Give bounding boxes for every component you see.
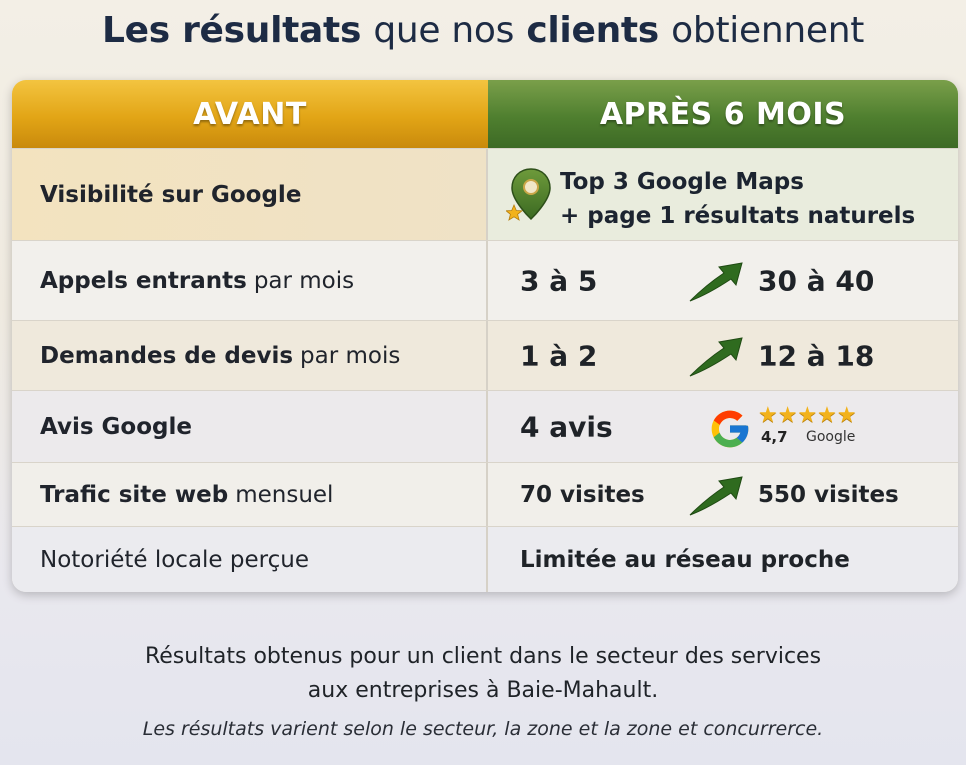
comparison-table: AVANT APRÈS 6 MOIS Visibilité sur Google… bbox=[12, 80, 958, 592]
row-label: Demandes de devis par mois bbox=[12, 321, 488, 390]
header-before: AVANT bbox=[12, 80, 488, 148]
row-after-cell: 4 avis ★★★★★ 4,7 Google bbox=[488, 391, 958, 462]
row-label-bold: Avis Google bbox=[40, 413, 192, 440]
row-label: Avis Google bbox=[12, 391, 488, 462]
row-after-cell: 1 à 2 12 à 18 bbox=[488, 321, 958, 390]
row-label-bold: Visibilité sur Google bbox=[40, 181, 302, 208]
table-row: Visibilité sur Google Top 3 Google Maps … bbox=[12, 148, 958, 240]
row-label-rest: mensuel bbox=[235, 481, 334, 508]
table-row: Avis Google 4 avis ★★★★★ 4,7 Google bbox=[12, 390, 958, 462]
footer-line-1: Résultats obtenus pour un client dans le… bbox=[144, 644, 822, 669]
table-row: Notoriété locale perçue Limitée au résea… bbox=[12, 526, 958, 592]
value-before: 3 à 5 bbox=[520, 264, 598, 297]
row-label-bold: Appels entrants bbox=[40, 267, 247, 294]
row-label: Trafic site web mensuel bbox=[12, 463, 488, 526]
table-row: Appels entrants par mois 3 à 5 30 à 40 bbox=[12, 240, 958, 320]
visibility-result: Top 3 Google Maps + page 1 résultats nat… bbox=[560, 165, 915, 233]
google-label: Google bbox=[806, 429, 856, 445]
row-label-rest: Notoriété locale perçue bbox=[40, 546, 309, 573]
title-part-2: que nos bbox=[373, 10, 515, 51]
row-after-cell: 70 visites 550 visites bbox=[488, 463, 958, 526]
row-label-rest: par mois bbox=[300, 342, 401, 369]
star-icon bbox=[506, 203, 524, 221]
title-part-4: obtiennent bbox=[671, 10, 865, 51]
up-arrow-icon bbox=[689, 261, 743, 301]
header-after: APRÈS 6 MOIS bbox=[488, 80, 958, 148]
footer-line-2: aux entreprises à Baie-Mahault. bbox=[307, 678, 659, 703]
google-rating: ★★★★★ 4,7 Google bbox=[708, 403, 908, 451]
up-arrow-icon bbox=[689, 475, 743, 515]
value-after: 12 à 18 bbox=[758, 339, 875, 372]
notoriety-value: Limitée au réseau proche bbox=[520, 546, 850, 573]
value-after: 550 visites bbox=[758, 481, 899, 508]
rating-stars: ★★★★★ bbox=[758, 403, 857, 428]
table-row: Trafic site web mensuel 70 visites 550 v… bbox=[12, 462, 958, 526]
visibility-line-2: + page 1 résultats naturels bbox=[560, 203, 916, 229]
row-after-cell: 3 à 5 30 à 40 bbox=[488, 241, 958, 320]
value-before: 4 avis bbox=[520, 410, 613, 443]
row-label-bold: Demandes de devis bbox=[40, 342, 294, 369]
visibility-line-1: Top 3 Google Maps bbox=[560, 169, 804, 195]
map-pin-icon bbox=[506, 168, 551, 221]
footer-text: Résultats obtenus pour un client dans le… bbox=[0, 640, 966, 708]
footer-note: Les résultats varient selon le secteur, … bbox=[142, 718, 824, 740]
value-after: 30 à 40 bbox=[758, 264, 875, 297]
row-after-cell: Top 3 Google Maps + page 1 résultats nat… bbox=[488, 149, 958, 240]
row-label-rest: par mois bbox=[253, 267, 355, 294]
title-part-3: clients bbox=[526, 10, 659, 51]
table-row: Demandes de devis par mois 1 à 2 12 à 18 bbox=[12, 320, 958, 390]
row-label: Visibilité sur Google bbox=[12, 149, 488, 240]
value-before: 1 à 2 bbox=[520, 339, 598, 372]
row-label: Appels entrants par mois bbox=[12, 241, 488, 320]
up-arrow-icon bbox=[689, 336, 743, 376]
title-part-1: Les résultats bbox=[101, 10, 362, 51]
value-before: 70 visites bbox=[520, 481, 645, 508]
rating-value: 4,7 bbox=[761, 428, 788, 446]
google-logo-icon bbox=[711, 410, 749, 448]
row-label-bold: Trafic site web bbox=[40, 481, 229, 508]
page-title: Les résultats que nos clients obtiennent bbox=[0, 10, 966, 51]
row-label: Notoriété locale perçue bbox=[12, 527, 488, 592]
row-after-cell: Limitée au réseau proche bbox=[488, 527, 958, 592]
